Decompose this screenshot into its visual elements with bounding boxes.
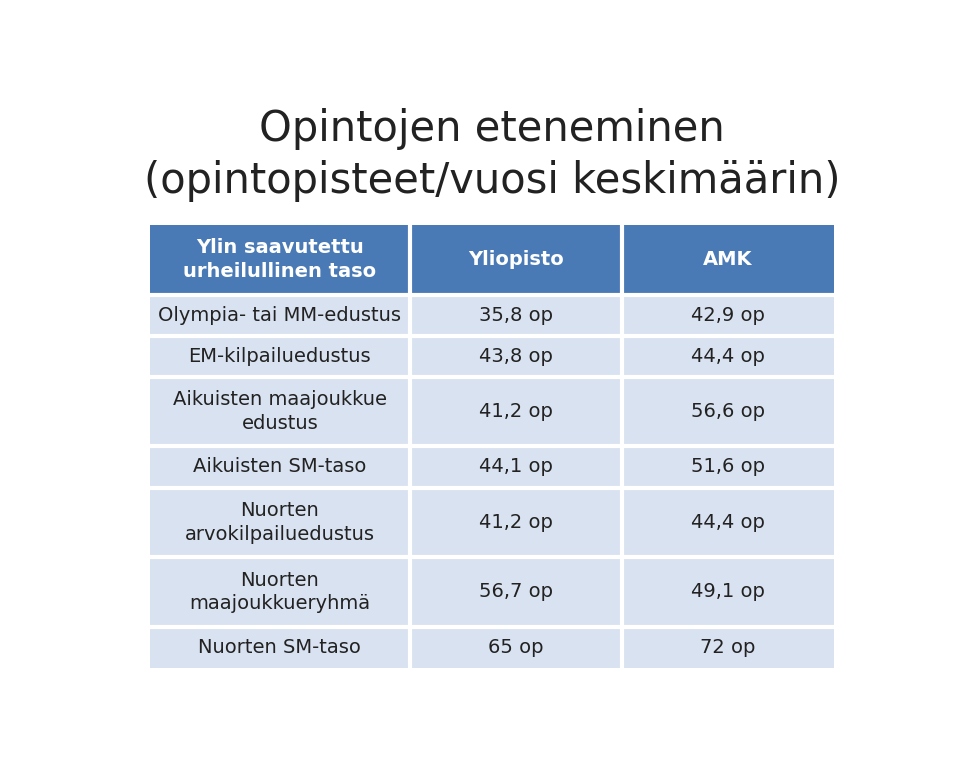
- FancyBboxPatch shape: [410, 627, 622, 668]
- FancyBboxPatch shape: [150, 488, 410, 557]
- FancyBboxPatch shape: [622, 294, 834, 335]
- Text: 43,8 op: 43,8 op: [479, 347, 553, 366]
- FancyBboxPatch shape: [150, 627, 410, 668]
- Text: 72 op: 72 op: [701, 638, 756, 657]
- Text: 51,6 op: 51,6 op: [691, 457, 765, 476]
- FancyBboxPatch shape: [622, 488, 834, 557]
- Text: Yliopisto: Yliopisto: [468, 251, 564, 269]
- FancyBboxPatch shape: [150, 447, 410, 488]
- Text: EM-kilpailuedustus: EM-kilpailuedustus: [188, 347, 372, 366]
- Text: 35,8 op: 35,8 op: [479, 306, 553, 325]
- FancyBboxPatch shape: [410, 488, 622, 557]
- Text: 56,6 op: 56,6 op: [691, 402, 765, 421]
- FancyBboxPatch shape: [622, 627, 834, 668]
- Text: Aikuisten maajoukkue
edustus: Aikuisten maajoukkue edustus: [173, 391, 387, 433]
- Text: Ylin saavutettu
urheilullinen taso: Ylin saavutettu urheilullinen taso: [183, 238, 376, 281]
- FancyBboxPatch shape: [150, 335, 410, 377]
- FancyBboxPatch shape: [622, 225, 834, 294]
- Text: 41,2 op: 41,2 op: [479, 512, 553, 532]
- Text: 65 op: 65 op: [489, 638, 543, 657]
- FancyBboxPatch shape: [410, 294, 622, 335]
- FancyBboxPatch shape: [622, 557, 834, 627]
- Text: Nuorten
arvokilpailuedustus: Nuorten arvokilpailuedustus: [185, 501, 374, 544]
- FancyBboxPatch shape: [150, 557, 410, 627]
- FancyBboxPatch shape: [622, 377, 834, 447]
- Text: Olympia- tai MM-edustus: Olympia- tai MM-edustus: [158, 306, 401, 325]
- FancyBboxPatch shape: [410, 447, 622, 488]
- FancyBboxPatch shape: [150, 294, 410, 335]
- FancyBboxPatch shape: [622, 447, 834, 488]
- Text: Nuorten SM-taso: Nuorten SM-taso: [199, 638, 361, 657]
- FancyBboxPatch shape: [410, 225, 622, 294]
- Text: 49,1 op: 49,1 op: [691, 582, 765, 602]
- Text: Nuorten
maajoukkueryhmä: Nuorten maajoukkueryhmä: [189, 571, 371, 613]
- Text: 42,9 op: 42,9 op: [691, 306, 765, 325]
- Text: AMK: AMK: [704, 251, 753, 269]
- FancyBboxPatch shape: [622, 335, 834, 377]
- FancyBboxPatch shape: [410, 377, 622, 447]
- Text: Opintojen eteneminen
(opintopisteet/vuosi keskimäärin): Opintojen eteneminen (opintopisteet/vuos…: [144, 108, 840, 202]
- Text: 44,4 op: 44,4 op: [691, 512, 765, 532]
- Text: 44,4 op: 44,4 op: [691, 347, 765, 366]
- Text: Aikuisten SM-taso: Aikuisten SM-taso: [193, 457, 367, 476]
- Text: 44,1 op: 44,1 op: [479, 457, 553, 476]
- Text: 56,7 op: 56,7 op: [479, 582, 553, 602]
- FancyBboxPatch shape: [150, 225, 410, 294]
- FancyBboxPatch shape: [410, 335, 622, 377]
- FancyBboxPatch shape: [150, 377, 410, 447]
- Text: 41,2 op: 41,2 op: [479, 402, 553, 421]
- FancyBboxPatch shape: [410, 557, 622, 627]
